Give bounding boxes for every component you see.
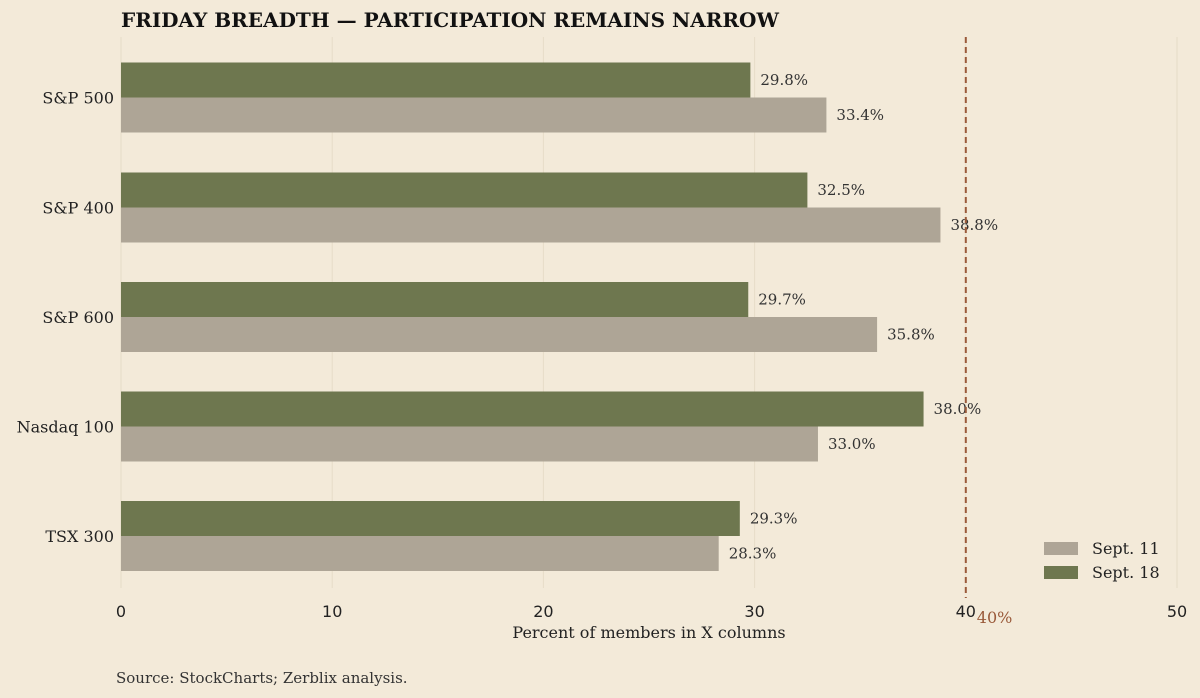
data-label: 29.8% bbox=[760, 71, 808, 89]
data-label: 28.3% bbox=[729, 545, 777, 563]
legend-label: Sept. 11 bbox=[1092, 539, 1160, 558]
legend: Sept. 11 Sept. 18 bbox=[1044, 539, 1160, 582]
bar-sept-11 bbox=[121, 536, 719, 571]
category-label: TSX 300 bbox=[45, 527, 114, 546]
x-tick-label: 50 bbox=[1167, 602, 1187, 621]
category-label: Nasdaq 100 bbox=[17, 418, 114, 437]
bar-sept-11 bbox=[121, 97, 827, 133]
bars bbox=[121, 62, 941, 571]
source-note: Source: StockCharts; Zerblix analysis. bbox=[116, 669, 408, 687]
x-tick-label: 30 bbox=[744, 602, 764, 621]
x-tick-label: 20 bbox=[533, 602, 553, 621]
bar-sept-18 bbox=[121, 172, 808, 208]
x-tick-label: 40 bbox=[956, 602, 976, 621]
bar-sept-18 bbox=[121, 501, 740, 536]
bar-sept-11 bbox=[121, 207, 941, 243]
x-axis-ticks: 0 10 20 30 40 50 bbox=[116, 602, 1187, 621]
chart-title: FRIDAY BREADTH — PARTICIPATION REMAINS N… bbox=[121, 8, 779, 32]
data-label: 33.4% bbox=[836, 106, 884, 124]
data-labels: 29.8% 33.4% 32.5% 38.8% 29.7% 35.8% 38.0% 33.0%… bbox=[729, 71, 998, 563]
bar-sept-18 bbox=[121, 391, 924, 427]
bar-sept-18 bbox=[121, 282, 749, 317]
x-tick-label: 10 bbox=[322, 602, 342, 621]
legend-swatch bbox=[1044, 542, 1078, 555]
legend-label: Sept. 18 bbox=[1092, 563, 1160, 582]
data-label: 38.8% bbox=[950, 216, 998, 234]
x-axis-title: Percent of members in X columns bbox=[512, 623, 785, 642]
data-label: 33.0% bbox=[828, 435, 876, 453]
category-label: S&P 500 bbox=[42, 89, 114, 108]
data-label: 38.0% bbox=[934, 400, 982, 418]
bar-sept-18 bbox=[121, 62, 751, 98]
category-label: S&P 600 bbox=[42, 308, 114, 327]
data-label: 29.3% bbox=[750, 510, 798, 528]
bar-sept-11 bbox=[121, 426, 818, 462]
x-tick-label: 0 bbox=[116, 602, 126, 621]
category-labels: S&P 500 S&P 400 S&P 600 Nasdaq 100 TSX 300 bbox=[17, 89, 114, 547]
data-label: 29.7% bbox=[758, 291, 806, 309]
data-label: 35.8% bbox=[887, 326, 935, 344]
legend-swatch bbox=[1044, 566, 1078, 579]
reference-line-label: 40% bbox=[977, 608, 1013, 627]
category-label: S&P 400 bbox=[42, 199, 114, 218]
bar-sept-11 bbox=[121, 317, 878, 352]
reference-line-group: 40% bbox=[964, 37, 1013, 627]
data-label: 32.5% bbox=[817, 181, 865, 199]
